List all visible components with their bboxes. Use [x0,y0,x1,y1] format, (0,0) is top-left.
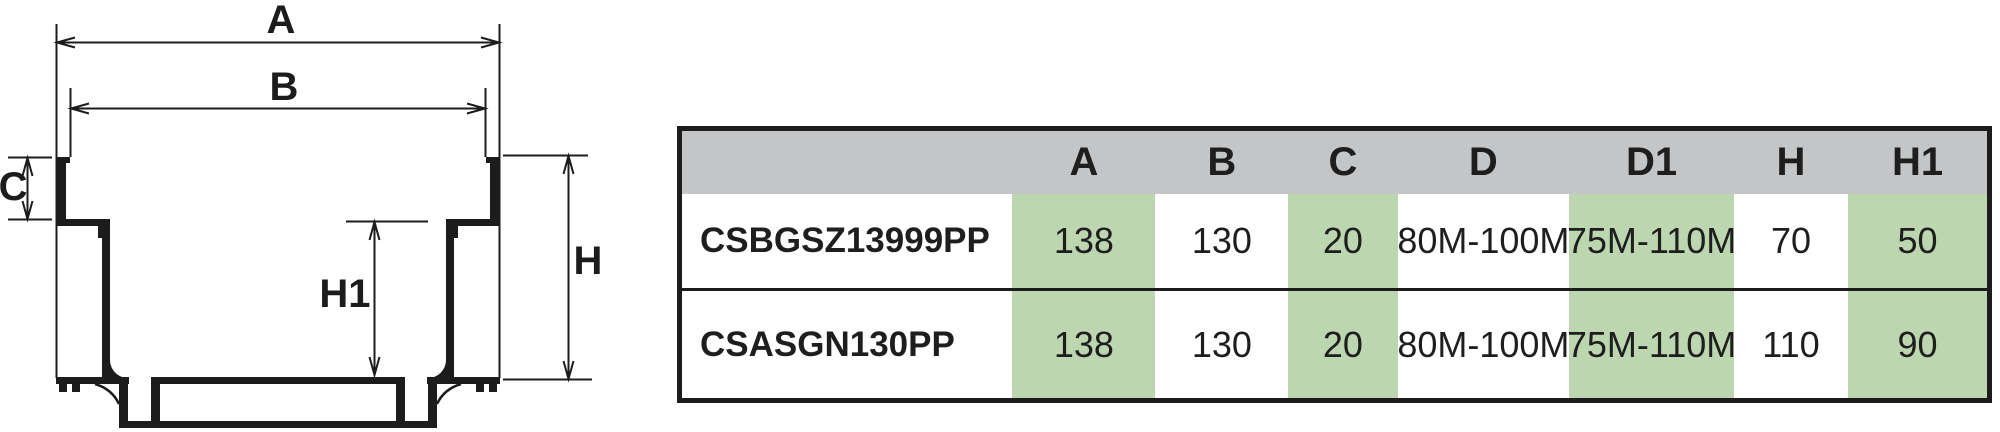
dim-label-C: C [0,165,27,209]
dimension-H [562,152,575,383]
header-cell-B: B [1155,131,1289,194]
spec-table: A B C D D1 H H1 CSBGSZ13999PP 138 130 20 80M-100M 75… [677,126,1992,403]
value-cell-A: 138 [1012,288,1156,398]
value-cell-C: 20 [1288,288,1398,398]
channel-cross-section-diagram: A B C H [0,0,603,428]
dim-label-B: B [270,65,299,109]
dimension-A [53,36,503,49]
arrow-left-icon [53,36,76,49]
arrow-up-icon [368,218,381,241]
dim-label-H: H [574,239,603,283]
channel-profile [56,157,500,428]
arrow-right-icon [480,36,503,49]
leg-fillet-arcs [94,382,462,405]
value-cell-D1: 75M-110M [1569,288,1734,398]
row-name-cell: CSASGN130PP [682,288,1013,398]
header-cell-H: H [1733,131,1849,194]
value-cell-H1: 50 [1848,194,1987,288]
value-cell-B: 130 [1155,288,1289,398]
arrow-down-icon [562,360,575,383]
row-name-cell: CSBGSZ13999PP [682,194,1013,288]
value-cell-H: 70 [1733,194,1849,288]
dimension-C [21,154,34,223]
arrow-up-icon [562,152,575,175]
arrow-left-icon [67,102,90,115]
header-cell-product [682,131,1013,194]
dim-label-H1: H1 [319,272,370,316]
arrow-down-icon [368,356,381,379]
arrow-down-icon [21,200,34,223]
arrow-right-icon [466,102,489,115]
arrow-up-icon [21,154,34,177]
value-cell-H: 110 [1733,288,1849,398]
extension-lines [8,24,592,381]
header-cell-D1: D1 [1569,131,1734,194]
header-cell-H1: H1 [1848,131,1987,194]
value-cell-B: 130 [1155,194,1289,288]
header-cell-A: A [1012,131,1156,194]
value-cell-C: 20 [1288,194,1398,288]
dim-label-A: A [267,0,296,42]
value-cell-A: 138 [1012,194,1156,288]
header-cell-C: C [1288,131,1398,194]
dimension-B [67,102,489,115]
value-cell-D: 80M-100M [1397,194,1570,288]
value-cell-H1: 90 [1848,288,1987,398]
value-cell-D: 80M-100M [1397,288,1570,398]
value-cell-D1: 75M-110M [1569,194,1734,288]
header-cell-D: D [1397,131,1570,194]
dimension-H1 [368,218,381,379]
